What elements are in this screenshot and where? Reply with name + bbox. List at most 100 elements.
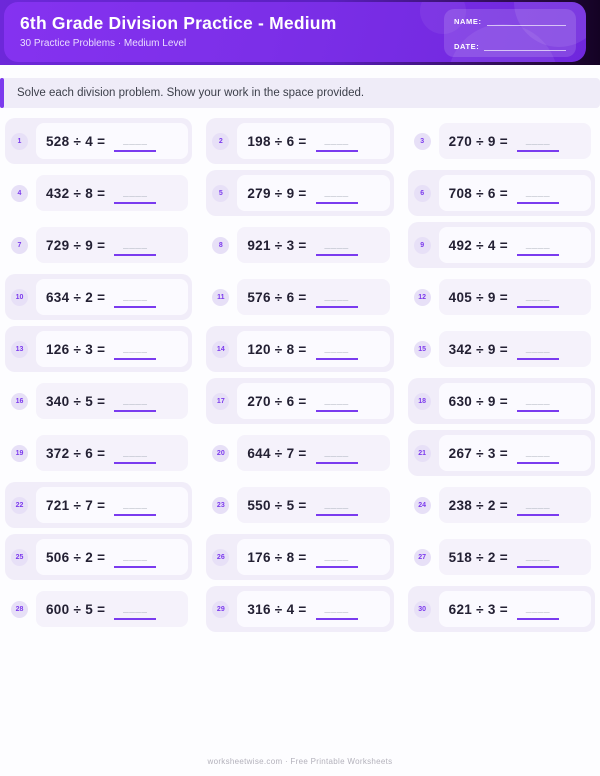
problem-box: 279 ÷ 9 = ____ (237, 175, 390, 211)
answer-blank-dashes: ____ (324, 134, 349, 146)
problem-expression: 372 ÷ 6 = (46, 445, 106, 461)
answer-blank[interactable]: ____ (315, 495, 358, 516)
problem-cell: 12 405 ÷ 9 = ____ (408, 274, 595, 320)
answer-blank[interactable]: ____ (114, 547, 157, 568)
answer-blank[interactable]: ____ (516, 131, 559, 152)
answer-blank[interactable]: ____ (516, 183, 559, 204)
problem-box: 621 ÷ 3 = ____ (438, 591, 591, 627)
answer-blank[interactable]: ____ (315, 131, 358, 152)
answer-blank-dashes: ____ (324, 602, 349, 614)
problem-number-badge: 25 (11, 548, 28, 566)
problem-box: 120 ÷ 8 = ____ (237, 331, 390, 367)
problem-number-badge: 16 (11, 392, 28, 410)
problem-cell: 20 644 ÷ 7 = ____ (206, 430, 393, 476)
problem-expression: 600 ÷ 5 = (46, 601, 106, 617)
problem-box: 634 ÷ 2 = ____ (36, 279, 189, 315)
problem-box: 721 ÷ 7 = ____ (36, 487, 189, 523)
answer-blank[interactable]: ____ (516, 287, 559, 308)
problem-cell: 30 621 ÷ 3 = ____ (407, 586, 595, 632)
problem-box: 644 ÷ 7 = ____ (237, 435, 390, 471)
problem-cell: 11 576 ÷ 6 = ____ (206, 274, 393, 320)
problem-number-badge: 12 (413, 288, 431, 306)
problem-number-badge: 21 (413, 444, 431, 462)
answer-blank[interactable]: ____ (516, 547, 559, 568)
problem-cell: 28 600 ÷ 5 = ____ (5, 586, 192, 632)
problem-number-badge: 9 (413, 236, 431, 254)
problem-expression: 270 ÷ 6 = (247, 393, 307, 409)
problem-box: 267 ÷ 3 = ____ (438, 435, 591, 471)
problem-expression: 550 ÷ 5 = (247, 497, 307, 513)
problem-number-badge: 17 (212, 392, 230, 410)
instructions-text: Solve each division problem. Show your w… (17, 87, 365, 99)
answer-blank[interactable]: ____ (516, 391, 559, 412)
answer-blank[interactable]: ____ (114, 391, 157, 412)
problem-box: 432 ÷ 8 = ____ (36, 175, 189, 211)
answer-blank[interactable]: ____ (114, 183, 157, 204)
answer-blank[interactable]: ____ (315, 443, 358, 464)
answer-blank[interactable]: ____ (315, 391, 358, 412)
answer-blank-dashes: ____ (324, 550, 349, 562)
answer-blank-dashes: ____ (525, 238, 551, 250)
problem-cell: 10 634 ÷ 2 = ____ (5, 274, 193, 320)
answer-blank[interactable]: ____ (315, 287, 358, 308)
problem-expression: 644 ÷ 7 = (247, 445, 307, 461)
problem-box: 176 ÷ 8 = ____ (237, 539, 390, 575)
answer-blank[interactable]: ____ (516, 599, 559, 620)
answer-blank[interactable]: ____ (114, 495, 157, 516)
header-banner: 6th Grade Division Practice - Medium 30 … (4, 2, 586, 62)
problem-cell: 3 270 ÷ 9 = ____ (408, 118, 595, 164)
date-label: DATE: (454, 42, 480, 51)
name-blank-line[interactable] (486, 18, 566, 26)
answer-blank-dashes: ____ (123, 342, 148, 354)
problem-expression: 729 ÷ 9 = (46, 237, 106, 253)
answer-blank[interactable]: ____ (315, 547, 358, 568)
problem-number-badge: 7 (11, 236, 28, 254)
answer-blank[interactable]: ____ (315, 235, 358, 256)
problem-expression: 340 ÷ 5 = (46, 393, 106, 409)
footer-credit: worksheetwise.com · Free Printable Works… (207, 757, 393, 766)
answer-blank-dashes: ____ (324, 498, 349, 510)
answer-blank[interactable]: ____ (114, 599, 157, 620)
answer-blank[interactable]: ____ (114, 131, 157, 152)
problem-cell: 8 921 ÷ 3 = ____ (206, 222, 393, 268)
answer-blank-dashes: ____ (525, 186, 551, 198)
problem-expression: 630 ÷ 9 = (448, 393, 508, 409)
problem-expression: 528 ÷ 4 = (46, 133, 106, 149)
answer-blank-dashes: ____ (324, 342, 349, 354)
problem-cell: 26 176 ÷ 8 = ____ (206, 534, 394, 580)
answer-blank[interactable]: ____ (315, 599, 358, 620)
date-blank-line[interactable] (484, 43, 566, 51)
problem-expression: 405 ÷ 9 = (448, 289, 508, 305)
problem-cell: 2 198 ÷ 6 = ____ (206, 118, 394, 164)
answer-blank[interactable]: ____ (315, 183, 358, 204)
answer-blank[interactable]: ____ (114, 339, 157, 360)
answer-blank-dashes: ____ (324, 394, 349, 406)
answer-blank[interactable]: ____ (516, 235, 559, 256)
problem-expression: 176 ÷ 8 = (247, 549, 307, 565)
problem-expression: 634 ÷ 2 = (46, 289, 106, 305)
answer-blank[interactable]: ____ (516, 443, 559, 464)
answer-blank-dashes: ____ (525, 446, 551, 458)
problem-cell: 4 432 ÷ 8 = ____ (5, 170, 192, 216)
problem-box: 340 ÷ 5 = ____ (36, 383, 189, 419)
problem-expression: 576 ÷ 6 = (247, 289, 307, 305)
problem-cell: 7 729 ÷ 9 = ____ (5, 222, 192, 268)
answer-blank-dashes: ____ (525, 550, 551, 562)
problem-expression: 492 ÷ 4 = (448, 237, 508, 253)
problem-cell: 25 506 ÷ 2 = ____ (5, 534, 193, 580)
problem-box: 518 ÷ 2 = ____ (438, 539, 591, 575)
problem-expression: 198 ÷ 6 = (247, 133, 307, 149)
problem-cell: 5 279 ÷ 9 = ____ (206, 170, 394, 216)
answer-blank[interactable]: ____ (114, 443, 157, 464)
problem-box: 342 ÷ 9 = ____ (438, 331, 591, 367)
problem-number-badge: 23 (212, 496, 230, 514)
answer-blank[interactable]: ____ (114, 287, 157, 308)
problem-number-badge: 22 (11, 496, 28, 514)
answer-blank[interactable]: ____ (516, 339, 559, 360)
answer-blank[interactable]: ____ (516, 495, 559, 516)
problem-cell: 13 126 ÷ 3 = ____ (5, 326, 193, 372)
answer-blank[interactable]: ____ (114, 235, 157, 256)
answer-blank[interactable]: ____ (315, 339, 358, 360)
problem-number-badge: 6 (413, 184, 431, 202)
problem-cell: 27 518 ÷ 2 = ____ (408, 534, 595, 580)
